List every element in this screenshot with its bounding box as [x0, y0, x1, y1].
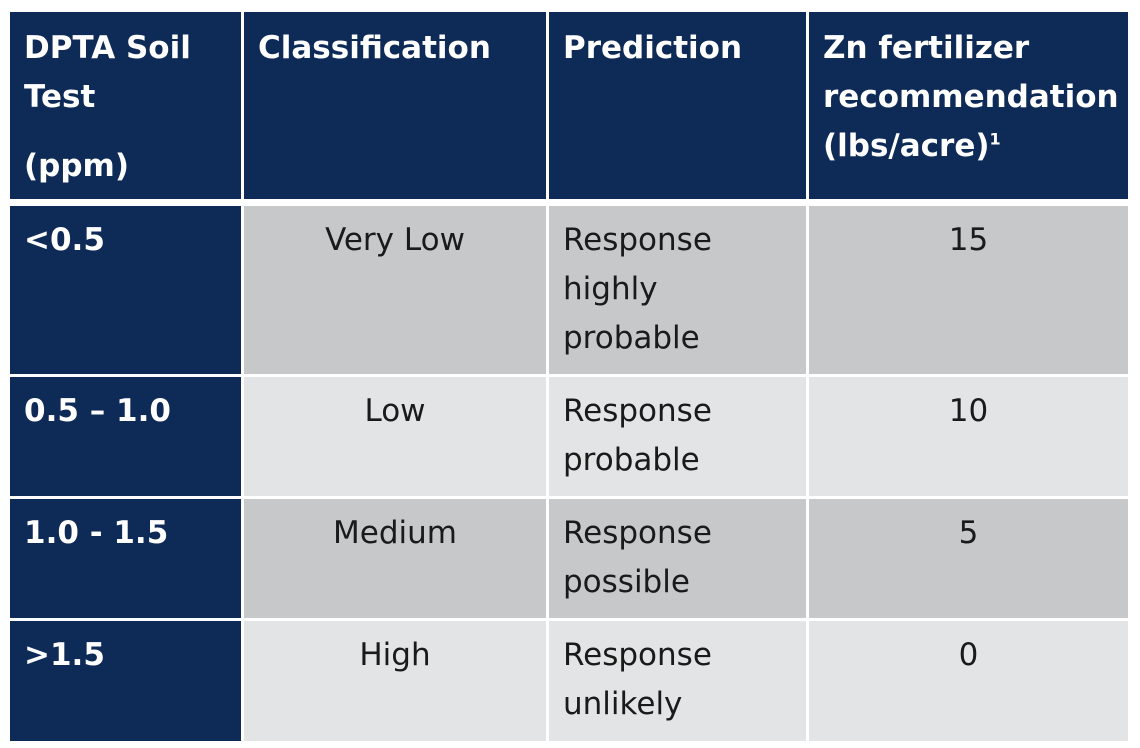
header-soil-test: DPTA Soil Test (ppm): [10, 12, 241, 199]
row-3-soil-test: 1.0 - 1.5: [10, 499, 241, 618]
row-1-prediction-line1: Response: [563, 222, 712, 258]
row-2-zn-value: 10: [948, 393, 989, 429]
row-3-prediction-line1: Response: [563, 515, 712, 551]
row-1-soil-test-value: <0.5: [24, 222, 105, 258]
row-1-classification: Very Low: [244, 206, 546, 374]
row-4-soil-test-value: >1.5: [24, 637, 105, 673]
header-soil-test-line3: (ppm): [24, 148, 130, 184]
row-1-zn: 15: [809, 206, 1128, 374]
row-2-classification-value: Low: [364, 393, 426, 429]
row-1-prediction-line2: highly: [563, 271, 658, 307]
header-zn-line3-wrap: (lbs/acre)1: [823, 122, 1114, 171]
row-3-zn-value: 5: [958, 515, 979, 551]
header-soil-test-line2: Test: [24, 79, 96, 115]
row-4-prediction-line1: Response: [563, 637, 712, 673]
row-3-prediction: Response possible: [549, 499, 806, 618]
row-4-zn-value: 0: [958, 637, 979, 673]
row-4-soil-test: >1.5: [10, 621, 241, 741]
header-prediction-label: Prediction: [563, 30, 743, 66]
row-1-zn-value: 15: [948, 222, 989, 258]
header-classification-label: Classification: [258, 30, 491, 66]
row-2-prediction-line1: Response: [563, 393, 712, 429]
row-2-prediction: Response probable: [549, 377, 806, 496]
row-1-soil-test: <0.5: [10, 206, 241, 374]
row-4-classification-value: High: [359, 637, 431, 673]
row-2-soil-test: 0.5 – 1.0: [10, 377, 241, 496]
row-1-prediction-line3: probable: [563, 320, 700, 356]
header-classification: Classification: [244, 12, 546, 199]
row-4-prediction: Response unlikely: [549, 621, 806, 741]
row-2-zn: 10: [809, 377, 1128, 496]
row-3-classification: Medium: [244, 499, 546, 618]
header-zn-line2: recommendation: [823, 79, 1119, 115]
header-soil-test-line1: DPTA Soil: [24, 30, 191, 66]
row-2-classification: Low: [244, 377, 546, 496]
row-2-prediction-line2: probable: [563, 442, 700, 478]
row-3-zn: 5: [809, 499, 1128, 618]
row-3-classification-value: Medium: [333, 515, 457, 551]
header-zn-recommendation: Zn fertilizer recommendation (lbs/acre)1: [809, 12, 1128, 199]
header-prediction: Prediction: [549, 12, 806, 199]
row-1-classification-value: Very Low: [325, 222, 465, 258]
header-zn-line3: (lbs/acre): [823, 128, 990, 164]
row-2-soil-test-value: 0.5 – 1.0: [24, 393, 171, 429]
row-4-prediction-line2: unlikely: [563, 686, 683, 722]
row-1-prediction: Response highly probable: [549, 206, 806, 374]
row-4-zn: 0: [809, 621, 1128, 741]
header-zn-line1: Zn fertilizer: [823, 30, 1030, 66]
footnote-marker: 1: [989, 129, 1001, 149]
row-4-classification: High: [244, 621, 546, 741]
row-3-soil-test-value: 1.0 - 1.5: [24, 515, 169, 551]
row-3-prediction-line2: possible: [563, 564, 690, 600]
